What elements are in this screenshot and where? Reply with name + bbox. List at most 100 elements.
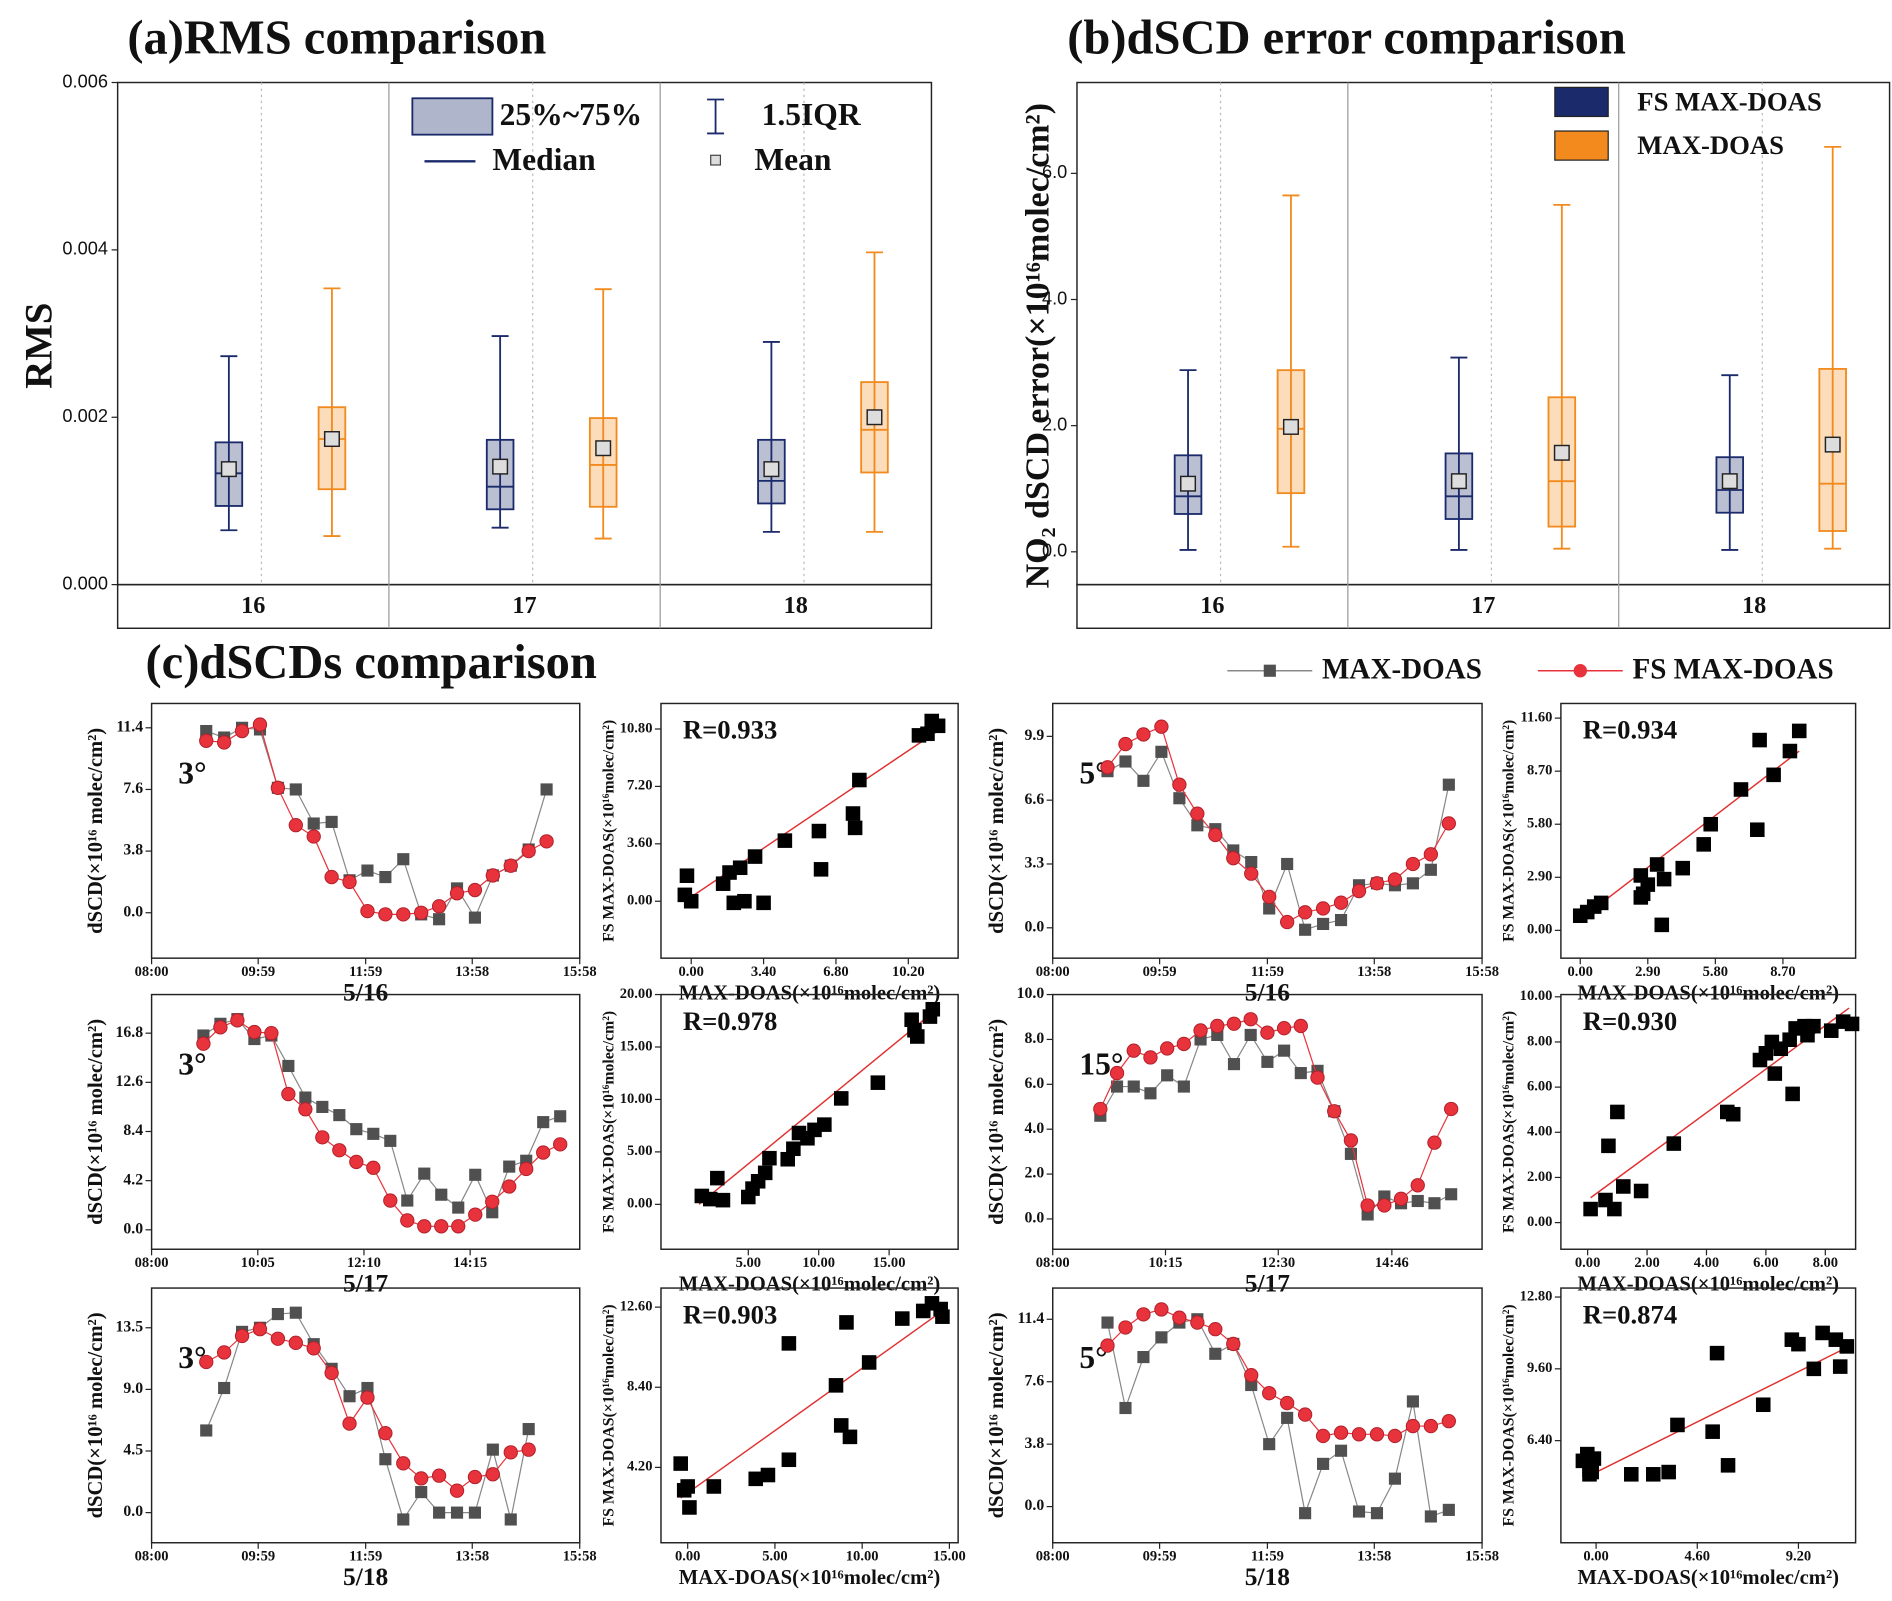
point [811, 823, 827, 839]
marker-circle [1327, 1104, 1342, 1119]
point [861, 1355, 877, 1370]
plot-frame [660, 702, 959, 959]
marker-circle [360, 1390, 375, 1405]
marker-circle [467, 882, 483, 898]
mean-marker [220, 461, 237, 478]
x-axis-label: 5/18 [1245, 1562, 1290, 1591]
marker-square [1278, 1044, 1291, 1057]
y-tick-label: 11.60 [1520, 709, 1552, 725]
category-label: 17 [512, 592, 536, 619]
marker-circle [1441, 1413, 1456, 1429]
marker-circle [1441, 816, 1456, 831]
marker-circle [1333, 1425, 1349, 1440]
marker-circle [252, 717, 268, 732]
y-axis-label: FS MAX-DOAS(×10¹⁶molec/cm²) [601, 1304, 618, 1526]
marker-circle [234, 1328, 250, 1344]
y-tick-label: 0.002 [62, 406, 108, 426]
marker-circle [449, 886, 465, 901]
marker-square [554, 1110, 567, 1123]
marker-square [1428, 1197, 1441, 1210]
y-axis-label: dSCD(×10¹⁶ molec/cm²) [986, 1312, 1008, 1518]
marker-circle [1176, 1036, 1192, 1052]
point [1767, 1066, 1783, 1081]
x-tick-label: 08:00 [1036, 1549, 1070, 1565]
marker-circle [1423, 1418, 1439, 1434]
x-tick-label: 08:00 [1036, 1255, 1070, 1271]
x-tick-label: 15:58 [563, 1549, 597, 1565]
marker-square [1173, 792, 1186, 805]
marker-circle [230, 1013, 245, 1028]
marker-circle [1297, 905, 1313, 920]
y-tick-label: 6.6 [1025, 791, 1045, 808]
marker-circle [468, 1207, 483, 1222]
marker-square [397, 1513, 410, 1526]
y-tick-label: 6.00 [1527, 1078, 1552, 1094]
marker-circle [1154, 1302, 1169, 1317]
x-tick-label: 15.00 [873, 1255, 906, 1271]
point [1703, 816, 1718, 832]
y-tick-label: 0.0 [1025, 1497, 1045, 1514]
marker-circle [417, 1219, 432, 1234]
marker-circle [234, 723, 250, 739]
y-tick-label: 11.4 [1018, 1310, 1045, 1327]
plot-frame [660, 1287, 959, 1544]
legend-label: FS MAX-DOAS [1632, 654, 1833, 686]
marker-square [1445, 1188, 1458, 1201]
marker-circle [199, 733, 214, 748]
marker-circle [434, 1219, 449, 1234]
point [895, 1311, 910, 1326]
marker-square [1144, 1087, 1157, 1100]
marker-square [218, 1381, 231, 1395]
plot-frame [150, 1287, 581, 1544]
point [679, 868, 695, 883]
point [1720, 1458, 1736, 1473]
marker-circle [216, 1345, 232, 1360]
marker-square [1352, 1505, 1366, 1518]
y-tick-label: 3.8 [123, 842, 143, 859]
marker-circle [281, 1086, 296, 1102]
marker-square [200, 724, 213, 738]
y-tick-label: 0.0 [1025, 918, 1045, 935]
x-tick-label: 10:15 [1149, 1255, 1183, 1271]
point [1733, 782, 1749, 797]
y-axis-label: dSCD(×10¹⁶ molec/cm²) [986, 728, 1008, 934]
point [1791, 1336, 1806, 1352]
mean-marker [1282, 418, 1299, 435]
series-line [206, 723, 547, 915]
point [842, 1429, 858, 1445]
point [1785, 1086, 1800, 1102]
point [1766, 767, 1781, 783]
legend-box [411, 97, 494, 136]
y-tick-label: 2.00 [1527, 1169, 1552, 1185]
y-tick-label: 2.90 [1527, 869, 1552, 885]
marker-square [1137, 774, 1150, 787]
marker-circle [414, 1471, 429, 1486]
marker-circle [288, 1335, 303, 1350]
marker-circle [431, 1468, 447, 1483]
marker-circle [1193, 1023, 1208, 1038]
point [710, 1170, 725, 1186]
point [781, 1336, 797, 1351]
marker-square [469, 1168, 482, 1181]
marker-square [1411, 1194, 1424, 1208]
y-tick-label: 8.40 [627, 1379, 652, 1395]
point [1844, 1016, 1860, 1032]
marker-circle [396, 907, 411, 922]
box [317, 406, 347, 491]
fit-line [680, 1310, 943, 1499]
y-tick-label: 20.00 [620, 986, 653, 1002]
point [732, 860, 748, 876]
marker-circle [1172, 777, 1187, 792]
marker-circle [1360, 1198, 1375, 1213]
marker-circle [431, 899, 447, 914]
marker-square [1191, 819, 1204, 832]
series-line [1107, 1308, 1449, 1437]
x-tick-label: 10.00 [846, 1549, 879, 1565]
y-tick-label: 12.60 [620, 1298, 653, 1314]
y-tick-label: 8.4 [123, 1122, 143, 1139]
point [1758, 1045, 1774, 1061]
marker-circle [1226, 1016, 1242, 1031]
series-line [1099, 1033, 1452, 1216]
marker-square [325, 815, 338, 828]
legend-mean [710, 154, 722, 166]
